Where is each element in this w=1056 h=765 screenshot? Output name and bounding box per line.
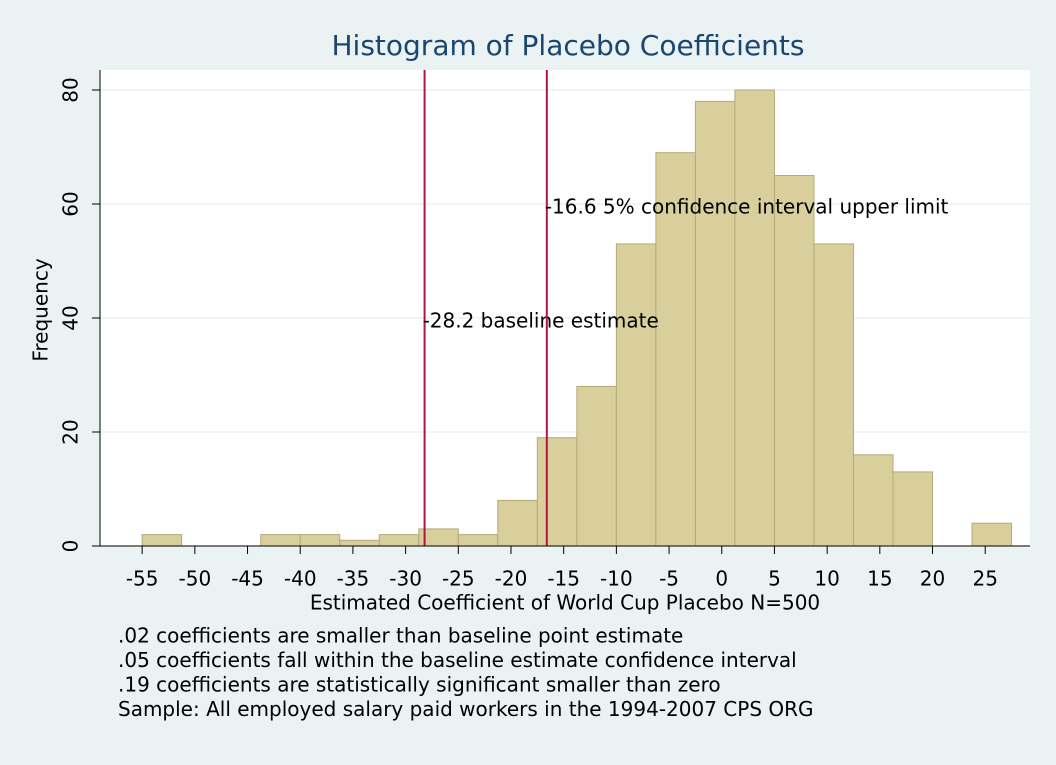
x-tick-label: -30 [389, 567, 422, 591]
x-tick-label: -20 [495, 567, 528, 591]
note: .19 coefficients are statistically signi… [118, 673, 721, 697]
y-axis-label: Frequency [29, 258, 53, 361]
reference-label: -28.2 baseline estimate [423, 309, 659, 333]
bar [260, 534, 301, 547]
chart-title: Histogram of Placebo Coefficients [332, 29, 805, 62]
x-tick-label: -55 [126, 567, 159, 591]
x-tick-label: 15 [867, 567, 892, 591]
y-tick-label: 0 [59, 540, 83, 553]
bar [694, 100, 736, 547]
bar [536, 437, 578, 547]
bar [892, 471, 934, 547]
bar [299, 534, 341, 547]
x-tick-label: 10 [814, 567, 839, 591]
bar [734, 89, 775, 547]
bar [339, 539, 380, 547]
bar [852, 454, 894, 547]
bar [971, 522, 1013, 547]
bar [378, 534, 420, 547]
x-tick-label: -45 [231, 567, 264, 591]
bar [576, 385, 617, 547]
x-axis-label: Estimated Coefficient of World Cup Place… [310, 591, 820, 615]
note: .05 coefficients fall within the baselin… [118, 648, 797, 672]
x-tick-label: 0 [715, 567, 728, 591]
y-tick-label: 80 [59, 77, 83, 102]
y-tick-label: 40 [59, 305, 83, 330]
reference-label: -16.6 5% confidence interval upper limit [545, 195, 949, 219]
y-tick-label: 20 [59, 419, 83, 444]
bar [457, 534, 499, 547]
bar [615, 243, 657, 547]
bar [497, 499, 538, 547]
x-tick-label: 20 [920, 567, 945, 591]
x-tick-label: 25 [972, 567, 997, 591]
y-tick-label: 60 [59, 191, 83, 216]
note: Sample: All employed salary paid workers… [118, 697, 814, 721]
bar [141, 534, 183, 547]
x-tick-label: -40 [284, 567, 317, 591]
bar [813, 243, 854, 547]
x-tick-label: 5 [768, 567, 781, 591]
bar [655, 152, 696, 547]
x-tick-label: -35 [337, 567, 370, 591]
x-tick-label: -25 [442, 567, 475, 591]
x-tick-label: -5 [659, 567, 679, 591]
x-tick-label: -50 [179, 567, 212, 591]
x-tick-label: -10 [600, 567, 633, 591]
bar [773, 175, 815, 547]
note: .02 coefficients are smaller than baseli… [118, 624, 683, 648]
x-tick-label: -15 [547, 567, 580, 591]
